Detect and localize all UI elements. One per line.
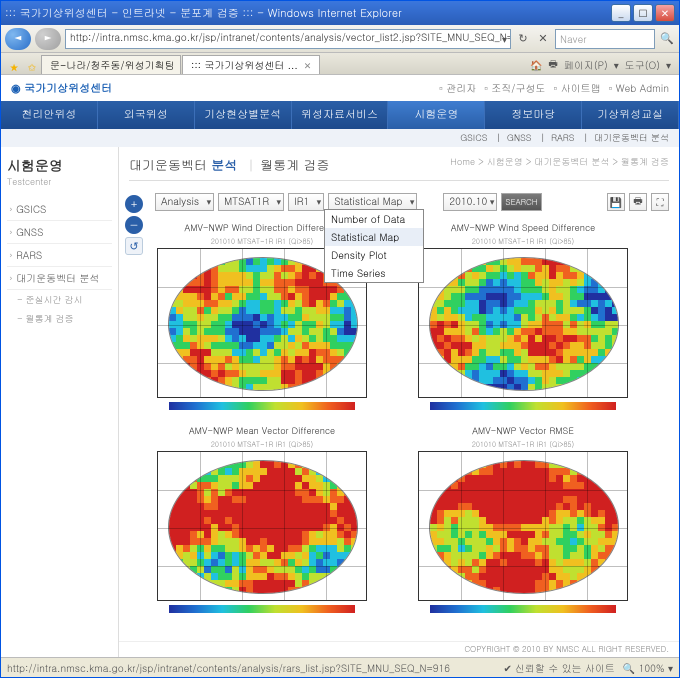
sub-nav: GSICS |GNSS |RARS |대기운동벡터 분석 bbox=[1, 129, 679, 147]
dropdown-item[interactable]: Density Plot bbox=[325, 246, 423, 264]
back-button[interactable]: ◄ bbox=[5, 28, 31, 50]
sidebar-subtitle: Testcenter bbox=[7, 175, 112, 188]
home-icon[interactable]: 🏠 bbox=[530, 58, 542, 72]
nav-item[interactable]: 정보마당 bbox=[485, 101, 582, 129]
sidebar-item[interactable]: GNSS bbox=[7, 221, 112, 244]
page-title: Home > 시험운영 > 대기운동벡터 분석 > 월통계 검증 대기운동벡터 … bbox=[129, 155, 669, 181]
address-bar[interactable]: http://intra.nmsc.kma.go.kr/jsp/intranet… bbox=[65, 29, 511, 49]
colorbar bbox=[430, 605, 616, 613]
colorbar bbox=[169, 605, 355, 613]
filter-channel[interactable]: IR1 bbox=[288, 193, 324, 211]
sidebar-sub-item[interactable]: 월통계 검증 bbox=[7, 309, 112, 328]
dropdown-item[interactable]: Number of Data bbox=[325, 210, 423, 228]
chart-title: AMV-NWP Wind Speed Difference bbox=[418, 221, 628, 234]
chart-subtitle: 201010 MTSAT-1R IR1 (Qi>85) bbox=[418, 439, 628, 449]
site-logo[interactable]: ◉ 국가기상위성센터 bbox=[11, 81, 112, 96]
sub-nav-item[interactable]: GSICS bbox=[460, 131, 487, 144]
browser-tabbar: ★ ✩ 문-나라/청주동/위성기획팀 ::: 국가기상위성센터 ... ✕ 🏠 🖶… bbox=[1, 53, 679, 75]
close-button[interactable]: ✕ bbox=[655, 4, 675, 22]
print-icon[interactable]: 🖶 bbox=[629, 193, 647, 211]
fullscreen-icon[interactable]: ⛶ bbox=[651, 193, 669, 211]
nav-item[interactable]: 기상현상별분석 bbox=[195, 101, 292, 129]
chart-plot bbox=[418, 451, 628, 601]
chart: AMV-NWP Mean Vector Difference 201010 MTS… bbox=[157, 424, 367, 613]
tab-label: 문-나라/청주동/위성기획팀 bbox=[50, 58, 175, 72]
browser-toolbar: ◄ ► http://intra.nmsc.kma.go.kr/jsp/intr… bbox=[1, 25, 679, 53]
page-content: ◉ 국가기상위성센터 ▫ 관리자 ▫ 조직/구성도 ▫ 사이트맵 ▫ Web A… bbox=[1, 75, 679, 657]
sidebar-item[interactable]: GSICS bbox=[7, 198, 112, 221]
filter-analysis[interactable]: Analysis bbox=[155, 193, 214, 211]
dropdown-item[interactable]: Statistical Map bbox=[325, 228, 423, 246]
browser-tab[interactable]: ::: 국가기상위성센터 ... ✕ bbox=[182, 55, 320, 74]
main-nav: 천리안위성 외국위성 기상현상별분석 위성자료서비스 시험운영 정보마당 기상위… bbox=[1, 101, 679, 129]
chart-title: AMV-NWP Vector RMSE bbox=[418, 424, 628, 437]
nav-item[interactable]: 외국위성 bbox=[98, 101, 195, 129]
breadcrumb: Home > 시험운영 > 대기운동벡터 분석 > 월통계 검증 bbox=[450, 155, 669, 168]
nav-item[interactable]: 시험운영 bbox=[388, 101, 485, 129]
save-icon[interactable]: 💾 bbox=[607, 193, 625, 211]
favorites-icon[interactable]: ★ bbox=[5, 60, 23, 74]
top-link[interactable]: ▫ 관리자 bbox=[439, 81, 476, 95]
tools-menu[interactable]: 도구(O) bbox=[625, 58, 660, 72]
zoom-in-button[interactable]: + bbox=[125, 195, 143, 213]
sub-nav-item[interactable]: RARS bbox=[551, 131, 575, 144]
sidebar-item[interactable]: RARS bbox=[7, 244, 112, 267]
sidebar: 시험운영 Testcenter GSICS GNSS RARS 대기운동벡터 분… bbox=[1, 147, 119, 657]
chart-subtitle: 201010 MTSAT-1R IR1 (Qi>85) bbox=[157, 439, 367, 449]
favorites-add-icon[interactable]: ✩ bbox=[23, 60, 41, 74]
top-link[interactable]: ▫ Web Admin bbox=[609, 81, 669, 95]
main-panel: Home > 시험운영 > 대기운동벡터 분석 > 월통계 검증 대기운동벡터 … bbox=[119, 147, 679, 657]
window-titlebar: ::: 국가기상위성센터 - 인트라넷 - 분포계 검증 ::: - Windo… bbox=[1, 1, 679, 25]
stop-icon[interactable]: ✕ bbox=[535, 31, 551, 47]
zoom-level[interactable]: 🔍 100% ▾ bbox=[623, 661, 673, 675]
window-title: ::: 국가기상위성센터 - 인트라넷 - 분포계 검증 ::: - Windo… bbox=[5, 6, 609, 21]
page-footer: COPYRIGHT © 2010 BY NMSC ALL RIGHT RESER… bbox=[119, 641, 679, 657]
close-tab-icon[interactable]: ✕ bbox=[304, 59, 312, 72]
sidebar-title: 시험운영 bbox=[7, 155, 112, 175]
colorbar bbox=[430, 402, 616, 410]
tab-label: ::: 국가기상위성센터 ... bbox=[191, 58, 298, 72]
chart: AMV-NWP Wind Speed Difference 201010 MTSA… bbox=[418, 221, 628, 410]
nav-item[interactable]: 기상위성교실 bbox=[582, 101, 679, 129]
statusbar: http://intra.nmsc.kma.go.kr/jsp/intranet… bbox=[1, 657, 679, 677]
chart-title: AMV-NWP Mean Vector Difference bbox=[157, 424, 367, 437]
map-tools: + − ↺ bbox=[125, 195, 143, 255]
search-input[interactable]: Naver bbox=[555, 29, 655, 49]
nav-item[interactable]: 위성자료서비스 bbox=[292, 101, 389, 129]
sidebar-item[interactable]: 대기운동벡터 분석 bbox=[7, 267, 112, 290]
search-button[interactable]: SEARCH bbox=[501, 193, 541, 211]
page-menu[interactable]: 페이지(P) bbox=[564, 58, 608, 72]
nav-item[interactable]: 천리안위성 bbox=[1, 101, 98, 129]
maximize-button[interactable]: ☐ bbox=[633, 4, 653, 22]
minimize-button[interactable]: _ bbox=[611, 4, 631, 22]
dropdown-item[interactable]: Time Series bbox=[325, 264, 423, 282]
chart: AMV-NWP Vector RMSE 201010 MTSAT-1R IR1 (… bbox=[418, 424, 628, 613]
reset-view-button[interactable]: ↺ bbox=[125, 237, 143, 255]
site-header: ◉ 국가기상위성센터 ▫ 관리자 ▫ 조직/구성도 ▫ 사이트맵 ▫ Web A… bbox=[1, 75, 679, 101]
refresh-icon[interactable]: ↻ bbox=[515, 31, 531, 47]
chart-plot bbox=[418, 248, 628, 398]
search-icon[interactable]: 🔍 bbox=[659, 31, 675, 47]
filter-satellite[interactable]: MTSAT1R bbox=[218, 193, 284, 211]
sidebar-sub-item[interactable]: 준실시간 감시 bbox=[7, 290, 112, 309]
security-zone: ✔ 신뢰할 수 있는 사이트 bbox=[503, 661, 614, 675]
print-icon[interactable]: 🖶 bbox=[548, 56, 557, 74]
filter-date[interactable]: 2010.10 bbox=[443, 193, 497, 211]
chart-subtitle: 201010 MTSAT-1R IR1 (Qi>85) bbox=[418, 236, 628, 246]
forward-button[interactable]: ► bbox=[35, 28, 61, 50]
top-link[interactable]: ▫ 사이트맵 bbox=[553, 81, 600, 95]
maptype-dropdown[interactable]: Number of Data Statistical Map Density P… bbox=[324, 209, 424, 283]
chart-plot bbox=[157, 451, 367, 601]
status-url: http://intra.nmsc.kma.go.kr/jsp/intranet… bbox=[7, 661, 495, 675]
top-link[interactable]: ▫ 조직/구성도 bbox=[484, 81, 545, 95]
browser-tab[interactable]: 문-나라/청주동/위성기획팀 bbox=[41, 55, 181, 74]
filter-bar: Analysis MTSAT1R IR1 Statistical Map 201… bbox=[129, 187, 669, 221]
sub-nav-item[interactable]: GNSS bbox=[507, 131, 532, 144]
colorbar bbox=[169, 402, 355, 410]
zoom-out-button[interactable]: − bbox=[125, 216, 143, 234]
sub-nav-item[interactable]: 대기운동벡터 분석 bbox=[594, 131, 669, 144]
